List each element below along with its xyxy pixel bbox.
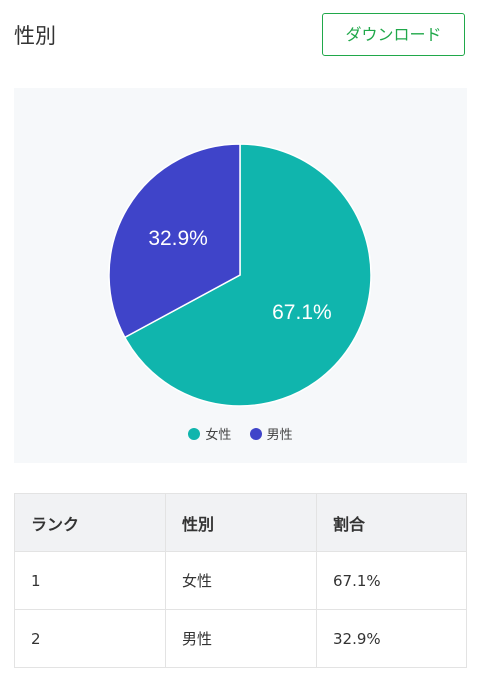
legend-item-male: 男性 (249, 424, 293, 443)
legend-dot-male (249, 428, 262, 440)
data-table: ランク 性別 割合 1 女性 67.1% 2 男性 32.9% (14, 493, 467, 668)
pie-slice-male (108, 143, 241, 339)
cell-ratio: 67.1% (316, 551, 467, 610)
chart-legend: 女性 男性 (14, 424, 467, 443)
pie-slice-male-label: 32.9% (148, 227, 208, 250)
pie-chart: 67.1% 32.9% (108, 143, 372, 407)
cell-gender: 女性 (165, 551, 317, 610)
page-title: 性別 (14, 24, 56, 48)
header-ratio: 割合 (316, 493, 467, 552)
cell-ratio: 32.9% (316, 609, 467, 668)
chart-panel: 67.1% 32.9% 女性 男性 (14, 88, 467, 463)
cell-rank: 2 (14, 609, 166, 668)
table-row: 2 男性 32.9% (14, 609, 467, 668)
legend-label-female: 女性 (205, 428, 232, 443)
cell-rank: 1 (14, 551, 166, 610)
header-gender: 性別 (165, 493, 317, 552)
download-button[interactable]: ダウンロード (322, 13, 465, 56)
pie-slice-female-label: 67.1% (272, 301, 332, 324)
header-rank: ランク (14, 493, 166, 552)
legend-item-female: 女性 (188, 424, 231, 443)
cell-gender: 男性 (165, 609, 317, 668)
legend-label-male: 男性 (266, 428, 293, 443)
table-header-row: ランク 性別 割合 (14, 493, 467, 552)
table-row: 1 女性 67.1% (14, 551, 467, 610)
legend-dot-female (188, 428, 201, 440)
pie-slice-female (123, 143, 372, 407)
